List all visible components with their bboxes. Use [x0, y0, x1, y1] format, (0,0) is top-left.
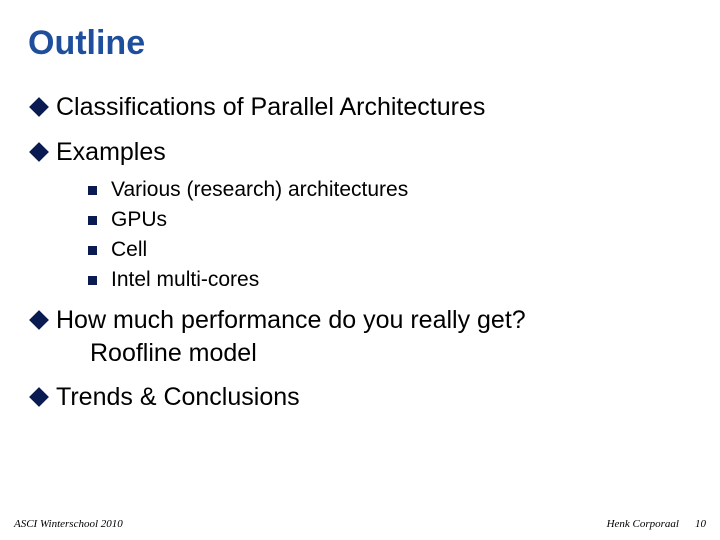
square-icon: [88, 276, 97, 285]
diamond-icon: [29, 387, 49, 407]
square-icon: [88, 246, 97, 255]
bullet-item: Trends & Conclusions: [32, 381, 692, 414]
footer-right: Henk Corporaal 10: [607, 518, 706, 530]
diamond-icon: [29, 142, 49, 162]
slide: { "title": "Outline", "bullets": { "b0":…: [0, 0, 720, 540]
page-number: 10: [695, 518, 706, 530]
slide-title: Outline: [28, 24, 692, 63]
sub-bullet-item: Cell: [88, 238, 692, 262]
sub-bullet-item: GPUs: [88, 208, 692, 232]
bullet-line2: Roofline model: [56, 337, 526, 370]
bullet-item: Classifications of Parallel Architecture…: [32, 91, 692, 124]
sub-bullet-item: Intel multi-cores: [88, 268, 692, 292]
bullet-item: How much performance do you really get? …: [32, 304, 692, 369]
bullet-text: How much performance do you really get? …: [56, 304, 526, 369]
footer-left: ASCI Winterschool 2010: [14, 518, 123, 530]
bullet-text: Trends & Conclusions: [56, 381, 300, 414]
sub-bullet-list: Various (research) architectures GPUs Ce…: [32, 178, 692, 292]
bullet-line1: How much performance do you really get?: [56, 306, 526, 334]
footer: ASCI Winterschool 2010 Henk Corporaal 10: [0, 518, 720, 530]
bullet-item: Examples Various (research) architecture…: [32, 136, 692, 293]
bullet-text: Examples: [56, 136, 166, 169]
square-icon: [88, 216, 97, 225]
sub-bullet-text: Various (research) architectures: [111, 178, 408, 202]
sub-bullet-text: Cell: [111, 238, 147, 262]
diamond-icon: [29, 97, 49, 117]
footer-author: Henk Corporaal: [607, 518, 679, 530]
sub-bullet-item: Various (research) architectures: [88, 178, 692, 202]
sub-bullet-text: Intel multi-cores: [111, 268, 259, 292]
square-icon: [88, 186, 97, 195]
bullet-list: Classifications of Parallel Architecture…: [28, 91, 692, 414]
bullet-text: Classifications of Parallel Architecture…: [56, 91, 485, 124]
diamond-icon: [29, 310, 49, 330]
sub-bullet-text: GPUs: [111, 208, 167, 232]
